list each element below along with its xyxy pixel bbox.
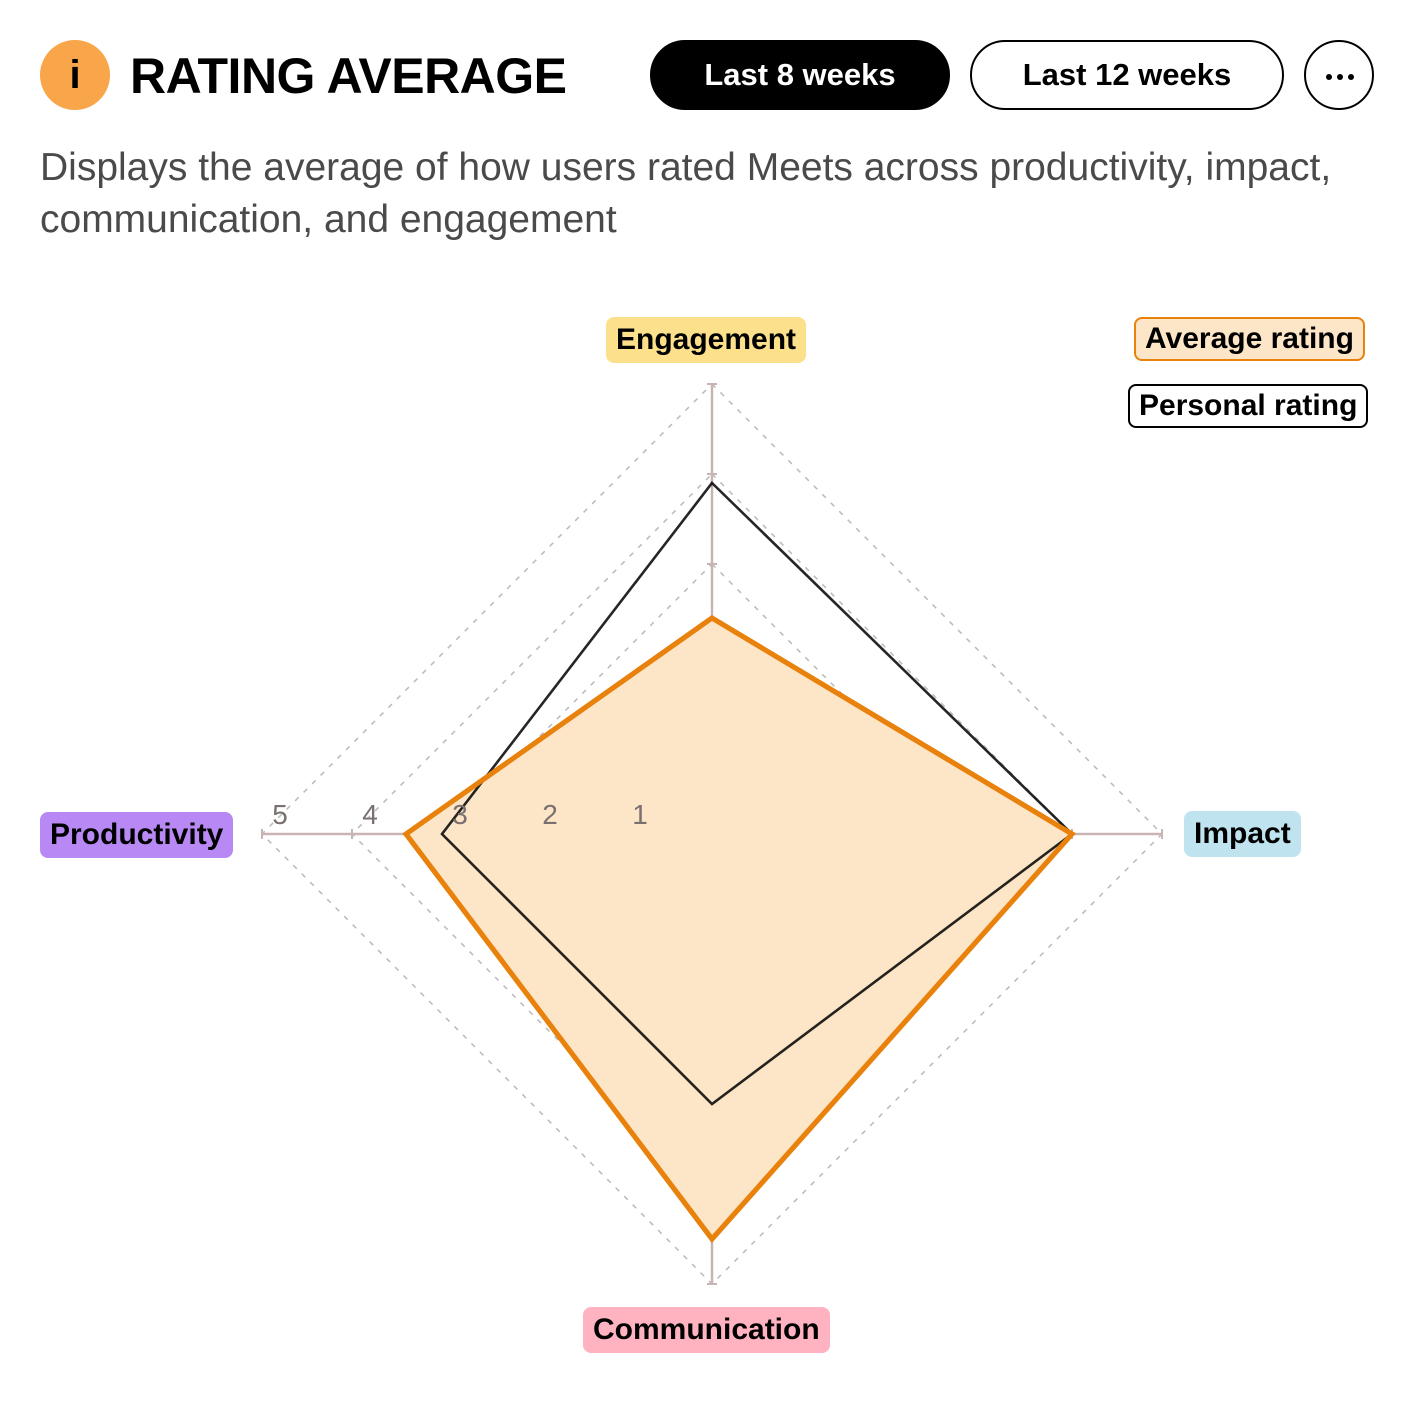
legend-average-rating[interactable]: Average rating — [1134, 317, 1365, 361]
more-horizontal-icon — [1337, 74, 1343, 80]
chart-header: i RATING AVERAGE Last 8 weeks Last 12 we… — [40, 40, 1374, 110]
series-average-rating — [402, 615, 1076, 1243]
axis-label-productivity: Productivity — [40, 812, 234, 858]
series-personal-rating — [440, 481, 1074, 1106]
tab-last-8-weeks[interactable]: Last 8 weeks — [650, 40, 950, 110]
more-options-button[interactable] — [1304, 40, 1374, 110]
more-horizontal-icon — [1326, 74, 1332, 80]
radar-scale-ticks: 1 2 3 4 5 — [272, 799, 648, 830]
grid-ring — [350, 472, 1074, 1196]
scale-tick-label: 1 — [632, 799, 648, 830]
legend-personal-rating[interactable]: Personal rating — [1128, 384, 1369, 428]
series-average-rating-outline — [402, 615, 1076, 1243]
chart-description: Displays the average of how users rated … — [40, 146, 1332, 241]
axis-label-communication: Communication — [583, 1307, 830, 1353]
scale-tick-label: 3 — [452, 799, 468, 830]
info-icon[interactable]: i — [40, 40, 110, 110]
radar-series — [402, 481, 1076, 1243]
axis-label-engagement: Engagement — [606, 317, 807, 363]
axis-label-impact: Impact — [1184, 811, 1301, 857]
more-horizontal-icon — [1348, 74, 1354, 80]
scale-tick-label: 5 — [272, 799, 288, 830]
scale-tick-label: 4 — [362, 799, 378, 830]
tab-last-12-weeks[interactable]: Last 12 weeks — [970, 40, 1284, 110]
page-title: RATING AVERAGE — [130, 48, 567, 104]
scale-tick-label: 2 — [542, 799, 558, 830]
